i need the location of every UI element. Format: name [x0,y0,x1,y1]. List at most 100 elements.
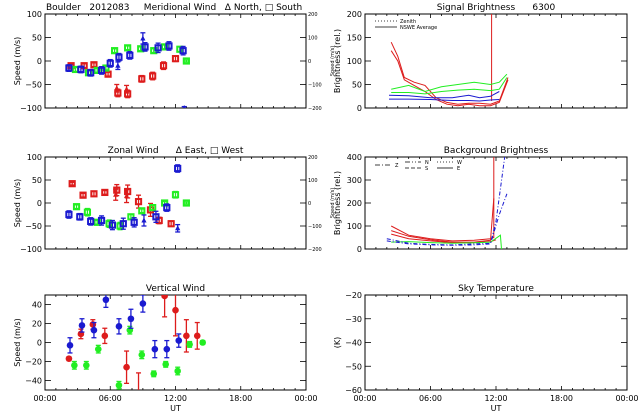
panel-signal: Signal Brightness 6300 0 50 100 150 200 Bright… [333,3,628,113]
data-point [183,332,190,340]
y-tick-label: 400 [347,153,362,162]
data-point-square [141,43,149,51]
y-tick-label: −40 [25,377,42,386]
data-point-square [79,191,87,199]
legend-label: NSWE Average [400,25,437,31]
data-point [138,351,146,359]
data-point-square [68,180,76,188]
y-tick-label: −50 [25,222,42,231]
y-axis-label: Brightness (rel.) [333,29,342,93]
data-point-square [182,199,190,207]
y-tick-label: 50 [32,176,42,185]
x-tick-label: 00:00 [353,394,376,403]
plot-area [65,295,206,390]
panel-zonal: Zonal Wind Δ East, □ West 100 50 0 −50 −100 Sp… [13,146,336,254]
y-right-tick-label: 200 [308,155,318,161]
series-line [390,157,495,242]
series-line [391,77,508,95]
y-tick-label: 150 [347,34,362,43]
data-point-square [138,207,146,215]
x-tick-label: 00:00 [294,394,317,403]
data-point-triangle [140,35,146,41]
data-point-square [182,57,190,65]
x-tick-label: 18:00 [550,394,573,403]
data-point [150,370,158,378]
data-point-square [106,59,114,67]
y-right-tick-label: 0 [308,59,311,65]
legend-label: Zenith [400,19,416,25]
data-point-square [72,203,81,211]
data-point [193,332,201,340]
legend-label: Z [395,163,399,169]
data-point-square [174,164,182,173]
data-point [139,300,147,307]
x-axis-label: UT [491,404,502,413]
y-axis-label: Brightness (rel.) [333,171,342,235]
series-line [388,91,500,99]
panel-vertical: Vertical Wind 00:00 06:00 12:00 18:00 00:00 UT… [13,284,318,413]
data-point [115,323,123,330]
plot-area [65,32,190,108]
data-point-square [138,75,146,83]
chart-title: Signal Brightness 6300 [437,3,556,13]
chart-title: Sky Temperature [458,284,534,294]
data-point-square [124,90,132,98]
y-tick-label: −100 [20,245,42,254]
series-line [391,234,502,249]
legend: Z NS WE [375,160,462,172]
data-point-triangle [141,217,147,223]
y-tick-label: 0 [37,57,42,66]
data-point [102,296,110,304]
y-axis-label: Speed (m/s) [13,179,22,228]
data-point-square [65,64,73,72]
y-tick-label: −30 [345,315,362,324]
y-right-tick-label: −200 [308,106,322,112]
data-point-square [119,220,127,228]
data-point [161,295,168,300]
y-right-tick-label: 100 [308,36,318,42]
data-point-square [65,210,73,219]
x-tick-label: 06:00 [99,394,122,403]
data-point [83,362,90,369]
data-point [101,332,109,340]
y-tick-label: −20 [345,291,362,300]
data-point [199,339,206,346]
legend-label: S [425,166,428,172]
x-tick-label: 00:00 [615,394,638,403]
data-point [127,315,135,323]
y-axis-label: (K) [333,337,342,349]
panel-skytemp: Sky Temperature 00:00 06:00 12:00 18:00 00:00… [333,284,639,413]
legend-label: W [457,160,462,166]
series-line [390,50,509,107]
y-right-tick-label: 100 [308,178,318,184]
data-point-square [163,204,171,212]
chart-title: Zonal Wind Δ East, □ West [108,146,244,156]
data-point-square [171,55,180,63]
y-tick-label: 300 [347,176,362,185]
data-point-triangle [182,105,186,108]
data-point-square [97,216,106,225]
data-point-square [111,47,119,55]
y-tick-label: 0 [37,199,42,208]
data-point-square [152,213,160,221]
y-tick-label: 50 [32,34,42,43]
data-point [78,322,86,329]
data-point-square [90,190,98,198]
data-point-square [97,66,106,75]
data-point-square [154,44,162,52]
data-point-square [149,72,157,80]
y-tick-label: 0 [37,339,42,348]
chart-title: Vertical Wind [146,284,205,294]
y-tick-label: 40 [32,301,42,310]
data-point-square [179,47,187,55]
y-tick-label: −40 [345,339,362,348]
y-tick-label: −50 [345,362,362,371]
y-right-tick-label: 200 [308,12,318,18]
plot-area [386,157,508,249]
series-line [390,41,509,105]
y-tick-label: 0 [357,104,362,113]
data-point-square [108,221,117,229]
legend-label: N [425,160,429,166]
x-tick-label: 18:00 [229,394,252,403]
